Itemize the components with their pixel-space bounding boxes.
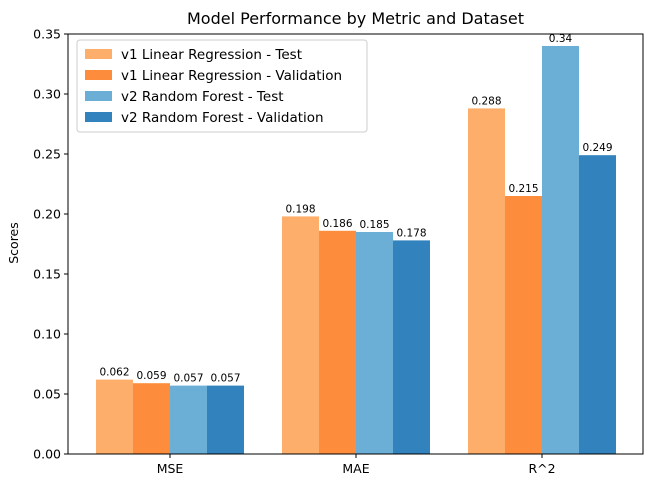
- plot-frame: [67, 33, 644, 455]
- x-tick-label: MSE: [157, 461, 184, 476]
- bar: [579, 155, 616, 454]
- bar: [542, 46, 579, 454]
- y-tick-label: 0.15: [33, 267, 61, 282]
- bar: [207, 385, 244, 454]
- bar-value-label: 0.288: [471, 95, 501, 107]
- chart-title: Model Performance by Metric and Dataset: [187, 9, 524, 28]
- bar: [468, 108, 505, 455]
- y-tick-label: 0.20: [33, 207, 61, 222]
- bar-value-label: 0.215: [508, 183, 538, 195]
- legend-swatch: [85, 49, 112, 59]
- legend-swatch: [85, 112, 112, 122]
- bar-value-label: 0.249: [582, 142, 612, 154]
- legend-entry-label: v1 Linear Regression - Test: [121, 47, 302, 63]
- legend-swatch: [85, 70, 112, 80]
- bar-value-label: 0.186: [322, 218, 352, 230]
- legend-entry-label: v2 Random Forest - Validation: [121, 110, 324, 126]
- bar: [319, 230, 356, 454]
- bar: [356, 232, 393, 454]
- bar-labels-group: 0.062 0.059 0.057 0.057 0.198 0.186 0.185 0.178…: [99, 33, 612, 385]
- x-axis: MSE MAE R^2: [157, 454, 556, 476]
- legend-swatch: [85, 91, 112, 101]
- bar-value-label: 0.057: [210, 373, 240, 385]
- bar: [170, 385, 207, 454]
- bar: [505, 196, 542, 454]
- bar-value-label: 0.178: [396, 227, 426, 239]
- bar-value-label: 0.198: [285, 203, 315, 215]
- bar: [282, 216, 319, 454]
- bar: [393, 240, 430, 454]
- bar-value-label: 0.34: [549, 33, 573, 45]
- bar: [96, 379, 133, 454]
- legend-box: [76, 39, 368, 133]
- y-tick-label: 0.30: [33, 87, 61, 102]
- y-axis: 0.00 0.05 0.10 0.15 0.20 0.25 0.30 0.35: [33, 27, 68, 462]
- x-tick-label: R^2: [528, 461, 555, 476]
- bar: [133, 383, 170, 454]
- legend-entry-label: v2 Random Forest - Test: [121, 89, 284, 105]
- y-tick-label: 0.00: [33, 447, 61, 462]
- legend-entry-label: v1 Linear Regression - Validation: [121, 68, 342, 84]
- y-tick-label: 0.05: [33, 387, 61, 402]
- bars-group: [96, 46, 616, 455]
- bar-value-label: 0.057: [173, 373, 203, 385]
- x-tick-label: MAE: [342, 461, 369, 476]
- bar-value-label: 0.185: [359, 219, 389, 231]
- bar-value-label: 0.062: [99, 367, 129, 379]
- legend: v1 Linear Regression - Test v1 Linear Reg…: [76, 39, 368, 133]
- y-tick-label: 0.35: [33, 27, 61, 42]
- y-axis-label: Scores: [6, 222, 21, 264]
- bar-value-label: 0.059: [136, 370, 166, 382]
- y-tick-label: 0.10: [33, 327, 61, 342]
- y-tick-label: 0.25: [33, 147, 61, 162]
